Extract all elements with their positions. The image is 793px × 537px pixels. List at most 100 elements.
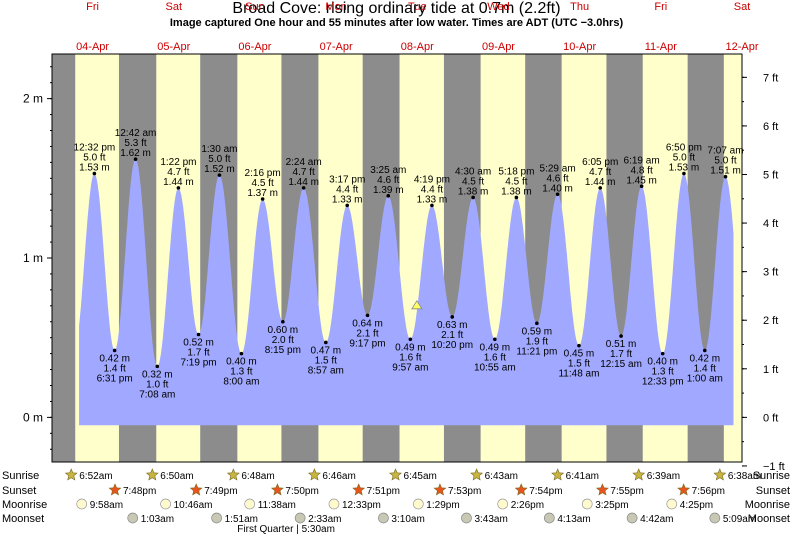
- high-tide-m-label: 1.38 m: [501, 186, 532, 197]
- low-tide-point: [281, 319, 285, 324]
- moonrise-icon: [497, 498, 509, 510]
- high-tide-m-label: 1.37 m: [247, 188, 278, 199]
- high-tide-ft-label: 5.0 ft: [673, 153, 695, 164]
- sunrise-time-label: 6:50am: [160, 471, 193, 482]
- sunset-icon: [108, 483, 122, 496]
- high-tide-ft-label: 4.6 ft: [377, 175, 399, 186]
- sunset-time-label: 7:48pm: [123, 486, 156, 497]
- sunrise-icon: [713, 468, 727, 481]
- right-axis-tick-label: 0 ft: [763, 412, 778, 424]
- high-tide-ft-label: 4.6 ft: [546, 173, 568, 184]
- sunrise-time-label: 6:41am: [566, 471, 599, 482]
- sunset-icon: [433, 483, 447, 496]
- day-date-label: 10-Apr: [563, 41, 596, 53]
- sunrise-time-label: 6:48am: [241, 471, 274, 482]
- chart-subtitle: Image captured One hour and 55 minutes a…: [169, 17, 624, 29]
- low-tide-point: [535, 321, 539, 326]
- low-tide-point: [365, 313, 370, 318]
- right-axis-tick-label: 5 ft: [763, 169, 778, 181]
- low-tide-time-label: 7:08 am: [139, 389, 175, 400]
- left-axis-tick-label: 1 m: [23, 251, 43, 265]
- high-tide-ft-label: 4.8 ft: [630, 165, 652, 176]
- right-axis-tick-label: 3 ft: [763, 267, 778, 279]
- high-tide-m-label: 1.38 m: [458, 186, 489, 197]
- day-date-label: 06-Apr: [238, 41, 271, 53]
- moonrise-time-label: 9:58am: [90, 500, 123, 511]
- moonset-time-label: 2:33am: [308, 514, 341, 525]
- day-date-label: 07-Apr: [320, 41, 353, 53]
- row-label-right: Sunset: [756, 485, 790, 497]
- day-name-label: Thu: [570, 1, 589, 13]
- low-tide-ft-label: 1.7 ft: [187, 348, 209, 359]
- high-tide-ft-label: 4.7 ft: [167, 167, 189, 178]
- high-tide-ft-label: 4.7 ft: [293, 167, 315, 178]
- moonrise-time-label: 10:46am: [174, 500, 213, 511]
- low-tide-ft-label: 1.4 ft: [694, 363, 716, 374]
- right-axis-tick-label: 6 ft: [763, 121, 778, 133]
- low-tide-ft-label: 1.6 ft: [399, 352, 421, 363]
- day-name-label: Sat: [734, 1, 751, 13]
- right-axis-tick-label: 7 ft: [763, 72, 778, 84]
- high-tide-point: [471, 195, 475, 200]
- high-tide-point: [260, 197, 265, 201]
- high-tide-time-label: 7:07 am: [707, 146, 743, 157]
- low-tide-time-label: 7:19 pm: [180, 358, 216, 369]
- moonrise-icon: [244, 498, 256, 510]
- high-tide-point: [598, 186, 603, 190]
- low-tide-ft-label: 1.3 ft: [230, 367, 252, 378]
- left-axis-tick-label: 2 m: [23, 92, 43, 106]
- high-tide-point: [217, 173, 222, 177]
- moonset-icon: [543, 512, 555, 524]
- high-tide-m-label: 1.44 m: [288, 177, 319, 188]
- high-tide-m-label: 1.62 m: [120, 148, 151, 159]
- low-tide-point: [155, 364, 160, 369]
- low-tide-m-label: 0.64 m: [352, 318, 383, 329]
- high-tide-time-label: 12:32 pm: [74, 143, 116, 154]
- high-tide-point: [514, 195, 519, 200]
- low-tide-m-label: 0.42 m: [99, 353, 130, 364]
- low-tide-m-label: 0.52 m: [183, 338, 214, 349]
- day-name-label: Sun: [245, 1, 265, 13]
- high-tide-m-label: 1.53 m: [79, 163, 110, 174]
- moonset-icon: [211, 512, 222, 524]
- low-tide-time-label: 12:33 pm: [642, 377, 684, 388]
- low-tide-point: [702, 348, 707, 353]
- low-tide-time-label: 8:15 pm: [265, 345, 301, 356]
- low-tide-ft-label: 1.0 ft: [146, 379, 168, 390]
- high-tide-time-label: 1:30 am: [201, 144, 237, 155]
- moonset-icon: [709, 512, 721, 524]
- sunset-time-label: 7:49pm: [204, 486, 237, 497]
- moonrise-time-label: 4:25pm: [680, 500, 713, 511]
- tide-curve-area: [79, 159, 734, 426]
- high-tide-ft-label: 4.4 ft: [421, 184, 443, 195]
- sunset-time-label: 7:50pm: [285, 486, 318, 497]
- sunset-time-label: 7:55pm: [610, 486, 643, 497]
- sunrise-time-label: 6:45am: [404, 471, 437, 482]
- sunrise-icon: [470, 468, 484, 481]
- row-label-left: Moonset: [2, 513, 44, 525]
- moonrise-icon: [581, 498, 593, 510]
- right-axis-tick-label: 2 ft: [763, 315, 778, 327]
- high-tide-time-label: 6:05 pm: [582, 157, 618, 168]
- low-tide-time-label: 6:31 pm: [97, 373, 133, 384]
- day-name-label: Tue: [408, 1, 427, 13]
- high-tide-m-label: 1.44 m: [163, 177, 194, 188]
- low-tide-m-label: 0.49 m: [395, 342, 426, 353]
- low-tide-point: [408, 337, 413, 342]
- low-tide-time-label: 1:00 am: [687, 373, 723, 384]
- low-tide-point: [112, 348, 117, 353]
- high-tide-ft-label: 4.7 ft: [589, 167, 611, 178]
- high-tide-time-label: 12:42 am: [115, 128, 157, 139]
- high-tide-time-label: 3:17 pm: [329, 174, 365, 185]
- sunrise-icon: [632, 468, 646, 481]
- day-name-label: Wed: [487, 1, 509, 13]
- moon-phase-label: First Quarter | 5:30am: [237, 524, 335, 535]
- low-tide-time-label: 11:48 am: [558, 369, 599, 380]
- low-tide-time-label: 10:20 pm: [431, 340, 473, 351]
- sunrise-icon: [145, 468, 159, 481]
- sunrise-time-label: 6:52am: [79, 471, 112, 482]
- high-tide-point: [430, 203, 434, 208]
- high-tide-m-label: 1.33 m: [417, 194, 448, 205]
- high-tide-time-label: 1:22 pm: [160, 157, 196, 168]
- high-tide-point: [133, 157, 138, 161]
